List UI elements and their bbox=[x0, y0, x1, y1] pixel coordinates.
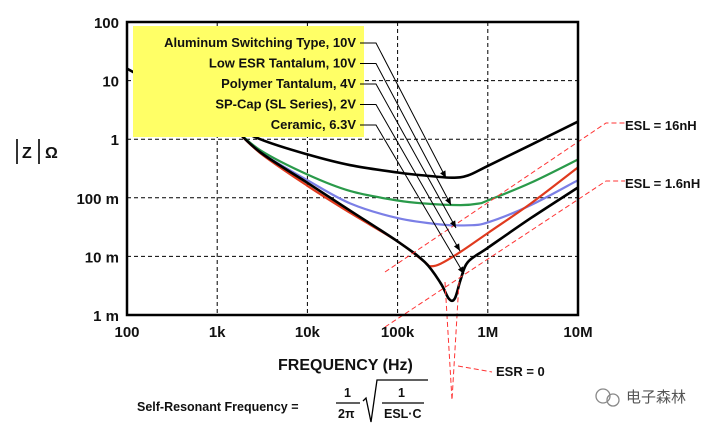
sqrt-symbol bbox=[362, 379, 428, 423]
legend-arrow bbox=[360, 104, 461, 252]
legend-arrow bbox=[360, 124, 465, 275]
plot-frame bbox=[125, 20, 580, 317]
y-tick-label: 1 m bbox=[93, 308, 119, 325]
legend-entry: Aluminum Switching Type, 10V bbox=[164, 35, 356, 50]
x-tick-label: 1k bbox=[209, 324, 226, 341]
legend-box: Aluminum Switching Type, 10V Low ESR Tant… bbox=[133, 26, 364, 137]
legend-arrow bbox=[360, 63, 452, 206]
y-tick-label: 10 bbox=[102, 74, 119, 91]
y-tick-label: 10 m bbox=[85, 249, 119, 266]
y-axis-title: Z Ω bbox=[16, 139, 58, 164]
x-tick-label: 10k bbox=[295, 324, 321, 341]
esl-1-6nh-label: ESL = 1.6nH bbox=[625, 176, 700, 191]
legend-arrow bbox=[360, 83, 457, 229]
legend-entry: SP-Cap (SL Series), 2V bbox=[215, 97, 356, 112]
watermark: 电子森林 bbox=[595, 388, 686, 407]
impedance-curves bbox=[126, 67, 579, 303]
x-tick-label: 10M bbox=[563, 324, 592, 341]
y-axis-unit: Ω bbox=[45, 145, 58, 162]
formula-numerator: 1 bbox=[344, 386, 351, 400]
y-tick-label: 100 bbox=[94, 15, 119, 32]
legend-arrowhead bbox=[445, 197, 451, 205]
legend-arrowhead bbox=[453, 243, 460, 251]
legend-arrowhead bbox=[450, 220, 456, 228]
annotations: ESL = 16nH ESL = 1.6nH ESR = 0 bbox=[496, 118, 700, 379]
legend-arrowhead bbox=[457, 266, 464, 274]
x-tick-labels: 100 1k 10k 100k 1M 10M bbox=[114, 324, 592, 341]
y-axis-symbol: Z bbox=[22, 145, 32, 162]
esl-16nh-label: ESL = 16nH bbox=[625, 118, 697, 133]
formula-root-numerator: 1 bbox=[398, 386, 405, 400]
esl-16nh-line bbox=[384, 122, 625, 273]
esl-reference-lines bbox=[384, 122, 625, 401]
x-tick-label: 1M bbox=[477, 324, 498, 341]
x-tick-label: 100 bbox=[114, 324, 139, 341]
watermark-text: 电子森林 bbox=[626, 388, 686, 406]
legend-entry: Polymer Tantalum, 4V bbox=[221, 76, 356, 91]
series-line-2 bbox=[232, 126, 579, 207]
formula-root-denominator: ESL·C bbox=[384, 407, 422, 421]
y-tick-label: 100 m bbox=[76, 191, 119, 208]
esr-zero-label: ESR = 0 bbox=[496, 364, 545, 379]
formula-label: Self-Resonant Frequency = bbox=[137, 400, 299, 414]
esl-1-6nh-line bbox=[384, 180, 625, 328]
legend-arrowhead bbox=[440, 170, 446, 178]
legend-arrows bbox=[360, 42, 465, 275]
legend-entry: Low ESR Tantalum, 10V bbox=[209, 56, 356, 71]
formula-denominator: 2π bbox=[338, 407, 355, 421]
legend-entries: Aluminum Switching Type, 10V Low ESR Tant… bbox=[164, 35, 356, 132]
x-axis-title: FREQUENCY (Hz) bbox=[278, 357, 413, 374]
esr-zero-leader bbox=[457, 365, 493, 373]
y-tick-label: 1 bbox=[111, 132, 119, 149]
x-tick-label: 100k bbox=[381, 324, 415, 341]
y-tick-labels: 100 10 1 100 m 10 m 1 m bbox=[76, 15, 119, 325]
legend-entry: Ceramic, 6.3V bbox=[271, 117, 357, 132]
formula: Self-Resonant Frequency = 1 2π 1 ESL·C bbox=[137, 379, 428, 423]
legend-arrow bbox=[360, 42, 447, 179]
legend-background bbox=[133, 26, 364, 137]
series-line-5 bbox=[232, 126, 579, 303]
